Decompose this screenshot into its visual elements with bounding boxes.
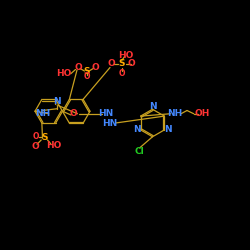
Text: O: O (33, 132, 40, 141)
Text: S: S (118, 60, 125, 68)
Text: N: N (164, 126, 172, 134)
Text: O: O (128, 60, 136, 68)
Text: HO: HO (56, 69, 72, 78)
Text: N: N (133, 126, 141, 134)
Text: O: O (108, 60, 116, 68)
Text: OH: OH (195, 109, 210, 118)
Text: S: S (84, 67, 90, 76)
Text: O: O (118, 68, 125, 78)
Text: O: O (70, 109, 78, 118)
Text: HO: HO (118, 50, 133, 59)
Text: N: N (149, 102, 156, 111)
Text: N: N (53, 98, 61, 106)
Text: NH: NH (168, 109, 182, 118)
Text: O: O (84, 72, 90, 81)
Text: O: O (74, 64, 82, 72)
Text: O: O (31, 142, 39, 151)
Text: O: O (92, 64, 100, 72)
Text: S: S (41, 134, 48, 142)
Text: Cl: Cl (134, 148, 144, 156)
Text: HN: HN (98, 109, 114, 118)
Text: HN: HN (102, 118, 118, 128)
Text: NH: NH (35, 109, 50, 118)
Text: HO: HO (46, 140, 62, 149)
